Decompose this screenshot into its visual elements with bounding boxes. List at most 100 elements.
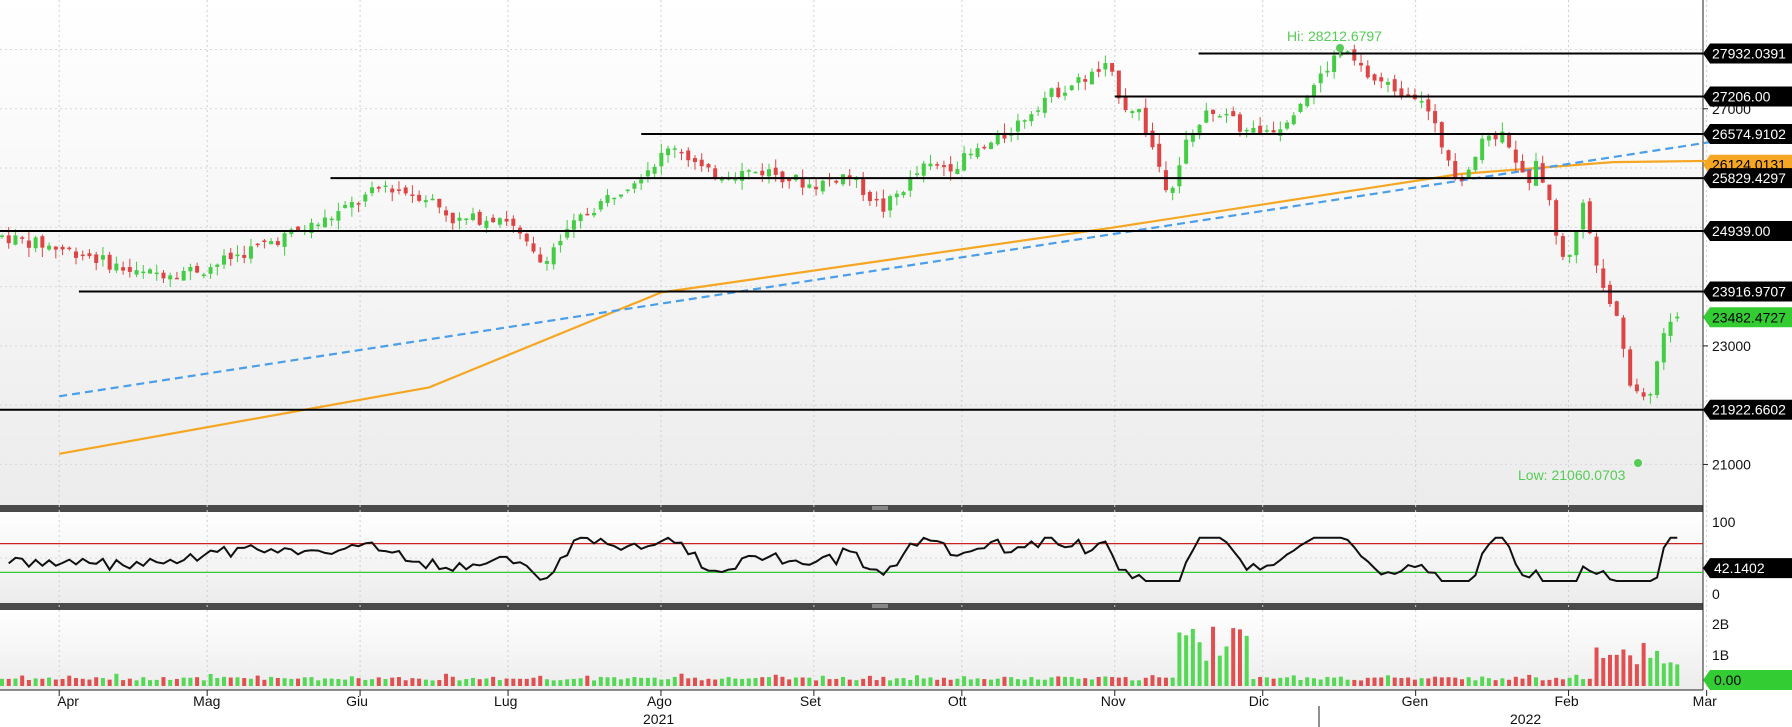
volume-bar — [1648, 657, 1653, 686]
volume-bar — [1480, 676, 1485, 686]
candle-body — [47, 245, 52, 250]
candle-body — [1285, 122, 1290, 129]
candle-body — [1392, 79, 1397, 92]
candle-body — [558, 240, 563, 246]
volume-bar — [174, 678, 179, 686]
candle-body — [13, 235, 18, 245]
panel-divider[interactable] — [0, 603, 1792, 610]
volume-bar — [1628, 655, 1633, 686]
volume-bar — [1069, 677, 1074, 686]
volume-bar — [1123, 677, 1128, 686]
candle-body — [578, 214, 583, 222]
candle-body — [1385, 81, 1390, 85]
volume-bar — [1412, 679, 1417, 686]
rsi-tick-label: 0 — [1712, 586, 1720, 602]
volume-bar — [336, 679, 341, 686]
candle-body — [376, 186, 381, 189]
candle-body — [1634, 384, 1639, 392]
volume-bar — [1661, 663, 1666, 686]
candle-body — [989, 142, 994, 150]
volume-bar — [1439, 677, 1444, 686]
volume-bar — [127, 678, 132, 686]
candle-body — [1648, 394, 1653, 396]
volume-bar — [780, 676, 785, 686]
volume-bar — [1601, 657, 1606, 686]
candle-body — [975, 148, 980, 157]
volume-bar — [571, 678, 576, 686]
volume-bar — [639, 677, 644, 686]
grid — [0, 0, 1708, 690]
volume-bar — [1332, 677, 1337, 686]
volume-bar — [1527, 674, 1532, 686]
volume-bar — [1473, 680, 1478, 686]
volume-bar — [740, 678, 745, 686]
volume-bar — [659, 679, 664, 686]
candle-body — [1116, 70, 1121, 99]
volume-bar — [1083, 678, 1088, 686]
volume-bar — [457, 680, 462, 686]
candle-body — [1056, 87, 1061, 98]
volume-bar — [935, 679, 940, 686]
volume-bar — [100, 678, 105, 686]
candle-body — [807, 184, 812, 188]
candle-body — [1258, 125, 1263, 134]
level-tag — [1703, 307, 1792, 328]
level-tag-label: 25829.4297 — [1712, 170, 1786, 186]
candle-body — [935, 164, 940, 166]
month-label: Mar — [1693, 693, 1717, 709]
volume-bar — [1056, 676, 1061, 686]
volume-bar — [928, 677, 933, 686]
volume-bar — [1446, 677, 1451, 686]
volume-bar — [376, 677, 381, 686]
candle-body — [1365, 65, 1370, 78]
candle-body — [733, 177, 738, 181]
volume-bar — [1036, 679, 1041, 686]
volume-bar — [1540, 680, 1545, 686]
candle-body — [1311, 85, 1316, 96]
divider-grip[interactable] — [872, 604, 888, 608]
volume-bar — [1668, 662, 1673, 686]
month-label: Feb — [1555, 693, 1579, 709]
panel-divider[interactable] — [0, 505, 1792, 512]
candle-body — [672, 148, 677, 150]
candle-body — [874, 198, 879, 201]
volume-bar — [1459, 679, 1464, 686]
candle-body — [296, 226, 301, 231]
volume-bar — [121, 680, 126, 686]
candle-body — [928, 163, 933, 167]
candle-body — [1009, 134, 1014, 136]
candle-body — [1130, 111, 1135, 114]
candle-body — [524, 233, 529, 242]
candle-body — [1231, 111, 1236, 117]
candle-body — [74, 251, 79, 258]
volume-bar — [518, 678, 523, 686]
candle-body — [1204, 110, 1209, 123]
candle-body — [437, 198, 442, 208]
candle-body — [699, 159, 704, 167]
volume-bar — [302, 677, 307, 686]
divider-grip[interactable] — [872, 506, 888, 510]
volume-bar — [1513, 676, 1518, 686]
volume-bar — [531, 677, 536, 686]
volume-bar — [827, 679, 832, 686]
volume-bar — [841, 676, 845, 686]
candle-body — [1554, 200, 1559, 236]
volume-bar — [861, 678, 866, 686]
volume-bar — [874, 680, 879, 686]
volume-bar — [1338, 676, 1343, 686]
volume-bar — [504, 678, 509, 686]
volume-bar — [894, 678, 899, 686]
candle-body — [1527, 170, 1532, 184]
candle-body — [908, 177, 913, 191]
volume-bar — [1237, 629, 1242, 686]
candle-body — [1486, 135, 1491, 141]
candle-body — [1379, 77, 1384, 82]
candle-body — [544, 261, 549, 264]
candle-body — [316, 224, 321, 227]
volume-bar — [1305, 677, 1310, 686]
candle-body — [1533, 160, 1538, 186]
candle-body — [511, 218, 516, 226]
time-axis — [0, 690, 1792, 727]
volume-bar — [982, 679, 987, 686]
